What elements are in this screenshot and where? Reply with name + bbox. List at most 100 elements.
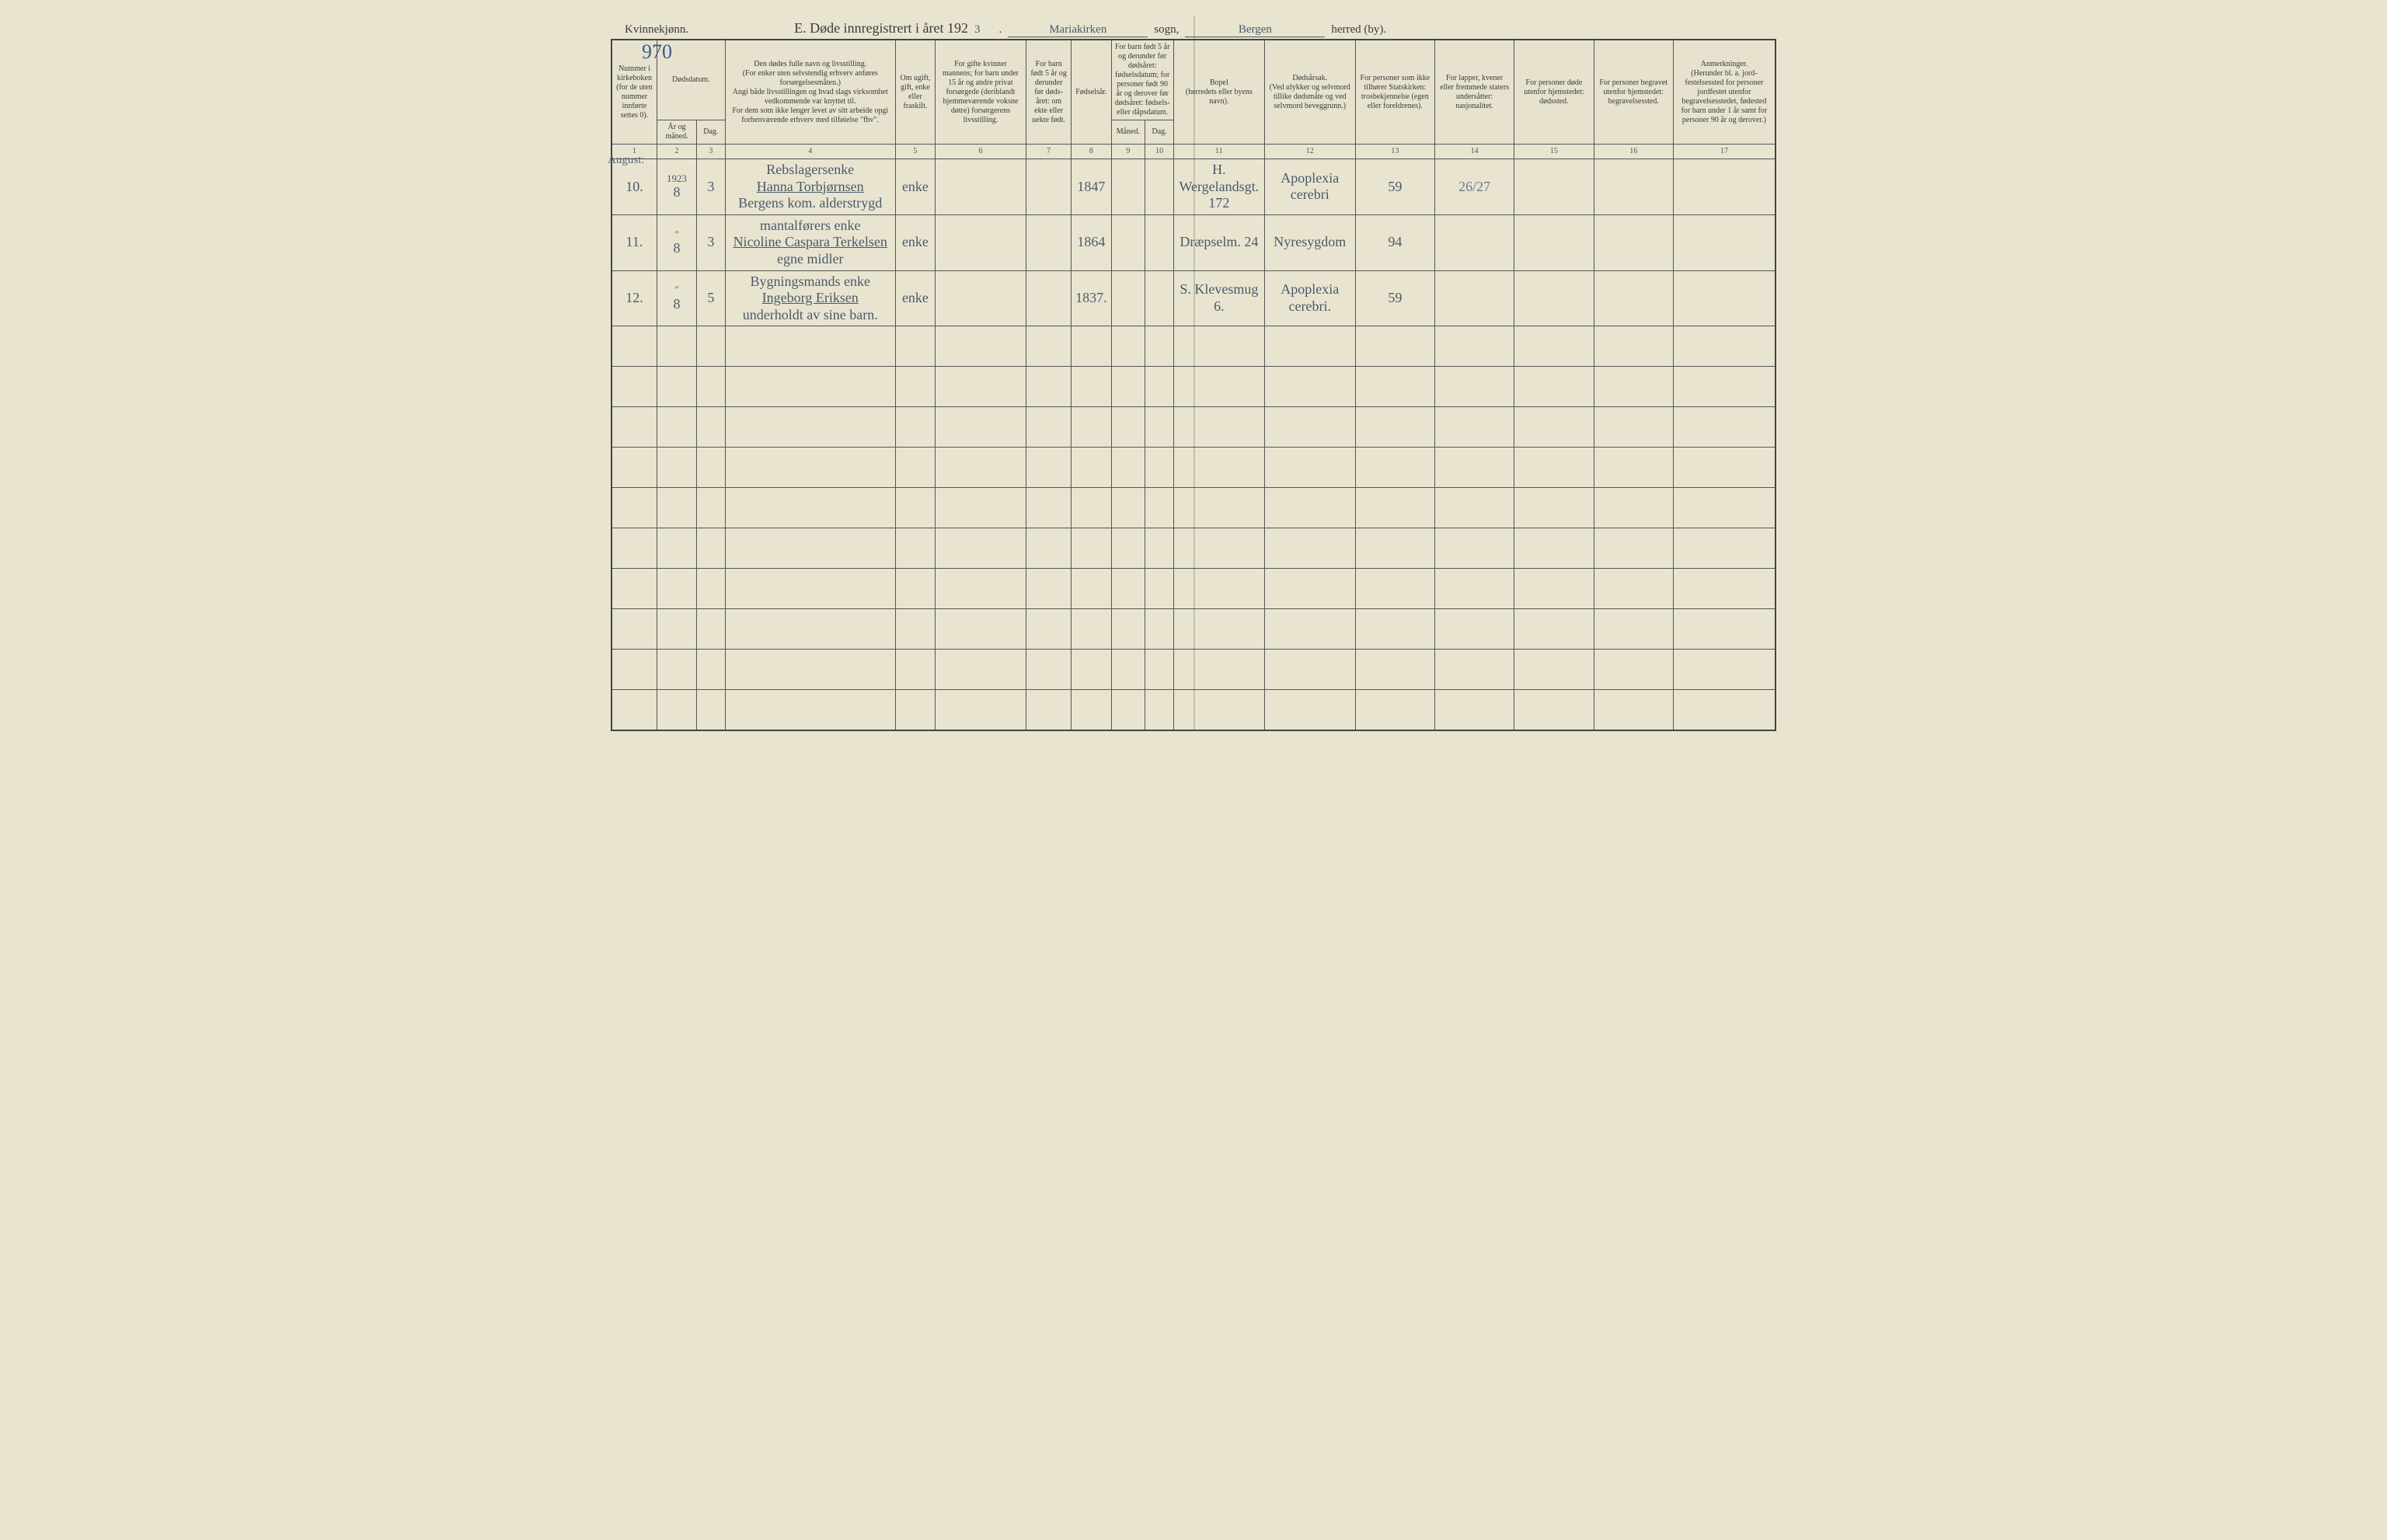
col-header-15: For personer døde utenfor hjemstedet: dø… <box>1514 40 1594 145</box>
empty-cell <box>1355 488 1434 528</box>
empty-cell <box>1264 407 1355 448</box>
parish-label: sogn, <box>1154 23 1179 37</box>
col14-value <box>1434 214 1514 270</box>
empty-cell <box>697 367 726 407</box>
burial-place <box>1594 270 1673 326</box>
empty-cell <box>936 650 1026 690</box>
entry-number: 12. <box>612 270 657 326</box>
empty-cell <box>725 407 895 448</box>
empty-cell <box>1072 407 1111 448</box>
birth-year: 1847 <box>1072 159 1111 215</box>
col-header-17: Anmerkninger. (Herunder bl. a. jord­fest… <box>1673 40 1775 145</box>
empty-cell <box>1264 448 1355 488</box>
empty-cell <box>1594 367 1673 407</box>
empty-cell <box>612 650 657 690</box>
cause-of-death: Apoplexia cerebri <box>1264 159 1355 215</box>
colnum: 8 <box>1072 145 1111 159</box>
burial-place <box>1594 159 1673 215</box>
empty-cell <box>1264 609 1355 650</box>
empty-cell <box>895 448 935 488</box>
empty-cell <box>1173 488 1264 528</box>
legitimacy <box>1026 214 1071 270</box>
entry-number: 10. <box>612 159 657 215</box>
empty-cell <box>1173 367 1264 407</box>
empty-cell <box>1434 488 1514 528</box>
empty-cell <box>1355 528 1434 569</box>
empty-cell <box>657 326 696 367</box>
col-header-11: Bopel (herredets eller byens navn). <box>1173 40 1264 145</box>
empty-cell <box>612 367 657 407</box>
empty-cell <box>1111 650 1145 690</box>
empty-cell <box>697 448 726 488</box>
empty-cell <box>936 326 1026 367</box>
col-header-6: For gifte kvinner mannens; for barn unde… <box>936 40 1026 145</box>
remarks <box>1673 270 1775 326</box>
colnum: 13 <box>1355 145 1434 159</box>
empty-cell <box>895 488 935 528</box>
empty-cell <box>1072 488 1111 528</box>
entry-number: 11. <box>612 214 657 270</box>
empty-cell <box>725 690 895 730</box>
birth-day <box>1145 270 1174 326</box>
empty-cell <box>697 569 726 609</box>
empty-cell <box>1072 690 1111 730</box>
empty-cell <box>1355 407 1434 448</box>
residence: Dræpselm. 24 <box>1173 214 1264 270</box>
empty-cell <box>1514 690 1594 730</box>
empty-cell <box>936 528 1026 569</box>
empty-cell <box>1072 650 1111 690</box>
empty-cell <box>1514 488 1594 528</box>
empty-cell <box>1673 690 1775 730</box>
col14-value <box>1434 270 1514 326</box>
name-occupation: RebslagersenkeHanna TorbjørnsenBergens k… <box>725 159 895 215</box>
colnum: 7 <box>1026 145 1071 159</box>
empty-cell <box>697 407 726 448</box>
empty-cell <box>895 326 935 367</box>
empty-cell <box>1355 650 1434 690</box>
empty-cell <box>1173 448 1264 488</box>
empty-cell <box>1111 528 1145 569</box>
empty-cell <box>1264 367 1355 407</box>
colnum: 6 <box>936 145 1026 159</box>
empty-cell <box>1145 326 1174 367</box>
empty-cell <box>1594 609 1673 650</box>
empty-cell <box>612 690 657 730</box>
empty-cell <box>1514 650 1594 690</box>
empty-cell <box>1026 448 1071 488</box>
empty-cell <box>697 690 726 730</box>
legitimacy <box>1026 270 1071 326</box>
colnum: 9 <box>1111 145 1145 159</box>
empty-cell <box>725 528 895 569</box>
empty-cell <box>657 367 696 407</box>
empty-cell <box>1072 569 1111 609</box>
empty-cell <box>895 690 935 730</box>
empty-cell <box>1145 609 1174 650</box>
empty-cell <box>1355 326 1434 367</box>
col-header-12: Dødsårsak. (Ved ulykker og selv­mord til… <box>1264 40 1355 145</box>
empty-cell <box>1264 488 1355 528</box>
colnum: 12 <box>1264 145 1355 159</box>
empty-cell <box>1673 569 1775 609</box>
empty-cell <box>1173 326 1264 367</box>
empty-cell <box>697 650 726 690</box>
empty-cell <box>1264 650 1355 690</box>
empty-cell <box>612 407 657 448</box>
page-spine <box>1194 16 1195 731</box>
ledger-page: Kvinnekjønn. 970 E. Døde innregistrert i… <box>611 16 1776 731</box>
col-header-16: For personer begravet utenfor hjemstedet… <box>1594 40 1673 145</box>
district-label: herred (by). <box>1331 23 1386 37</box>
death-place <box>1514 214 1594 270</box>
marital-status: enke <box>895 270 935 326</box>
empty-cell <box>1145 407 1174 448</box>
empty-cell <box>1072 326 1111 367</box>
colnum: 4 <box>725 145 895 159</box>
empty-cell <box>1173 650 1264 690</box>
name-occupation: Bygningsmands enkeIngeborg Eriksenunderh… <box>725 270 895 326</box>
empty-cell <box>1173 609 1264 650</box>
col-header-8: Fødsels­år. <box>1072 40 1111 145</box>
empty-cell <box>1264 569 1355 609</box>
col-header-4: Den dødes fulle navn og livsstilling. (F… <box>725 40 895 145</box>
provider-occupation <box>936 159 1026 215</box>
empty-cell <box>612 488 657 528</box>
empty-cell <box>936 690 1026 730</box>
